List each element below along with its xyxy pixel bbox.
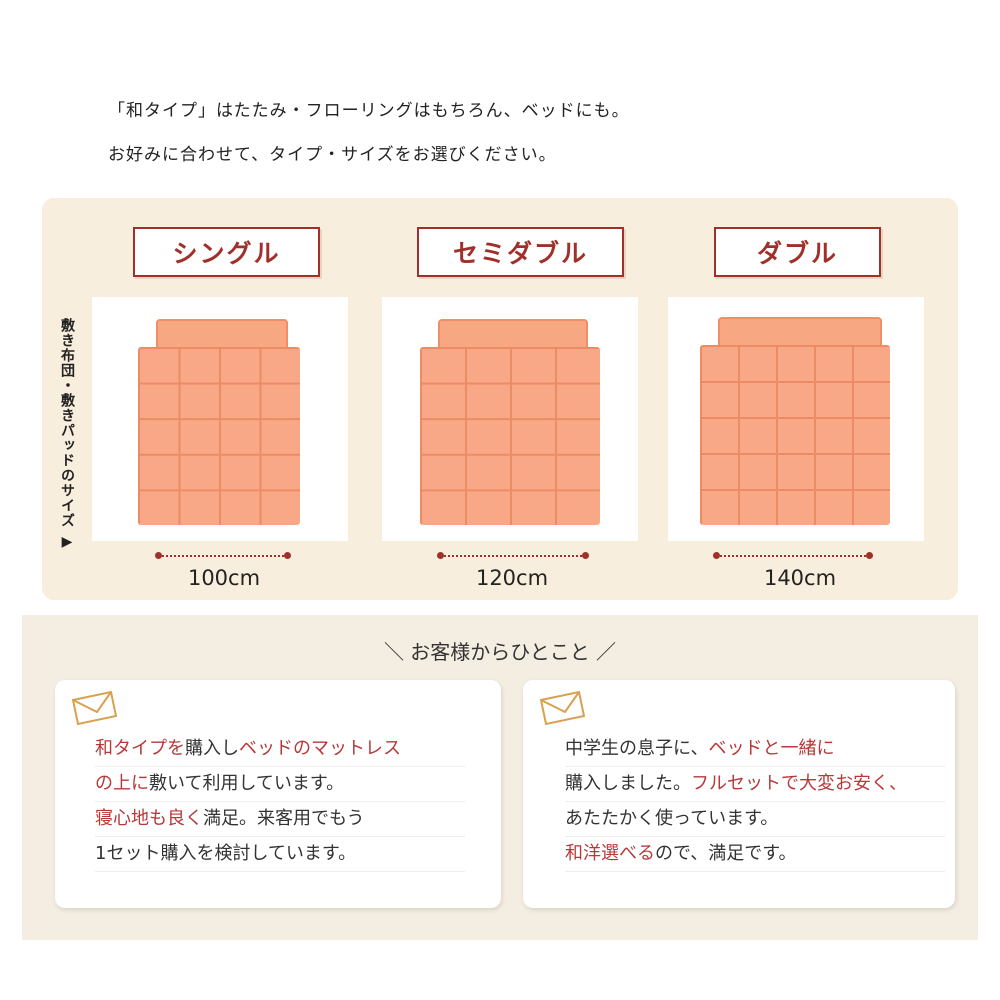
single-width: 100cm <box>187 566 261 590</box>
highlight-text: フルセットで大変お安く、 <box>691 773 907 794</box>
highlight-text: 和洋選べる <box>565 843 655 864</box>
review-text: 中学生の息子に、ベッドと一緒に 購入しました。フルセットで大変お安く、 あたたかく使… <box>565 732 945 872</box>
highlight-text: 寝心地も良く <box>95 808 203 829</box>
single-mattress <box>138 347 300 525</box>
review-line: 和タイプを購入しベッドのマットレス <box>95 732 465 767</box>
review-text-segment: 敷いて利用しています。 <box>149 773 345 794</box>
review-line: あたたかく使っています。 <box>565 802 945 837</box>
review-text-segment: 購入し <box>185 738 239 759</box>
review-text-segment: ので、満足です。 <box>655 843 797 864</box>
reviews-heading: ＼ お客様からひとこと ／ <box>383 640 617 664</box>
semi-double-width-indicator <box>437 552 589 559</box>
review-text-segment: 1セット購入を検討しています。 <box>95 843 357 864</box>
review-text-segment: 購入しました。 <box>565 773 691 794</box>
review-text: 和タイプを購入しベッドのマットレス の上に敷いて利用しています。 寝心地も良く満足。… <box>95 732 465 872</box>
semi-double-mattress <box>420 347 600 525</box>
double-mattress <box>700 345 890 525</box>
single-width-indicator <box>155 552 291 559</box>
review-line: の上に敷いて利用しています。 <box>95 767 465 802</box>
double-width: 140cm <box>763 566 837 590</box>
semi-double-futon-image <box>382 297 638 541</box>
highlight-text: の上に <box>95 773 149 794</box>
double-futon-image <box>668 297 924 541</box>
single-futon-image <box>92 297 348 541</box>
size-side-label: 敷き布団・敷きパッドのサイズ ▶ <box>59 318 75 551</box>
envelope-icon <box>71 690 118 726</box>
review-text-segment: 満足。来客用でもう <box>203 808 365 829</box>
highlight-text: 和タイプを <box>95 738 185 759</box>
review-line: 寝心地も良く満足。来客用でもう <box>95 802 465 837</box>
title-double: ダブル <box>714 227 881 277</box>
review-line: 和洋選べるので、満足です。 <box>565 837 945 872</box>
review-line: 1セット購入を検討しています。 <box>95 837 465 872</box>
review-text-segment: 中学生の息子に、 <box>565 738 709 759</box>
review-card: 中学生の息子に、ベッドと一緒に 購入しました。フルセットで大変お安く、 あたたかく使… <box>523 680 955 908</box>
double-width-indicator <box>713 552 873 559</box>
envelope-icon <box>539 690 586 726</box>
intro-line-2: お好みに合わせて、タイプ・サイズをお選びください。 <box>108 145 557 165</box>
title-single: シングル <box>133 227 320 277</box>
title-semi-double: セミダブル <box>417 227 624 277</box>
review-text-segment: あたたかく使っています。 <box>565 808 779 829</box>
semi-double-width: 120cm <box>475 566 549 590</box>
review-line: 中学生の息子に、ベッドと一緒に <box>565 732 945 767</box>
review-line: 購入しました。フルセットで大変お安く、 <box>565 767 945 802</box>
intro-line-1: 「和タイプ」はたたみ・フローリングはもちろん、ベッドにも。 <box>108 101 630 121</box>
review-card: 和タイプを購入しベッドのマットレス の上に敷いて利用しています。 寝心地も良く満足。… <box>55 680 501 908</box>
highlight-text: ベッドのマットレス <box>239 738 401 759</box>
highlight-text: ベッドと一緒に <box>708 738 835 759</box>
